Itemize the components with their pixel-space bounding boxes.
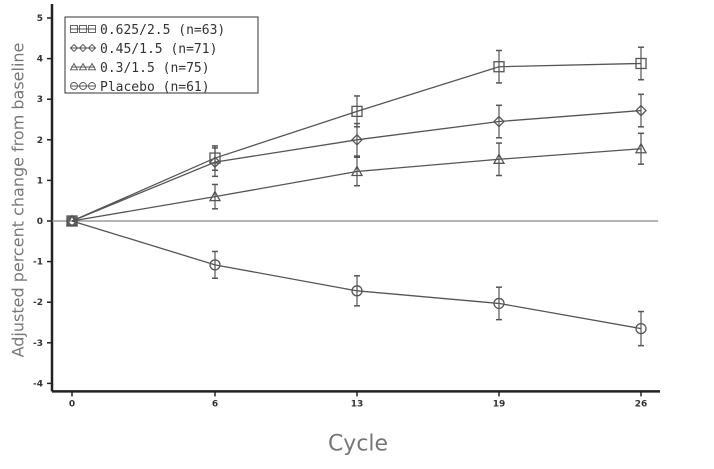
- y-tick-label: 4: [37, 55, 43, 65]
- legend-marker-2: [78, 62, 88, 71]
- x-tick-label: 0: [69, 399, 75, 409]
- y-tick-label: 1: [37, 176, 43, 186]
- data-point-1: [493, 115, 505, 128]
- data-point-1: [635, 104, 647, 117]
- legend-marker-2: [69, 62, 79, 71]
- data-point-0: [635, 57, 647, 70]
- legend-label: Placebo (n=61): [100, 80, 210, 95]
- data-point-2: [208, 190, 222, 202]
- x-axis-label: Cycle: [327, 431, 389, 457]
- y-tick-label: -2: [33, 298, 43, 308]
- series-line-3: [71, 220, 642, 330]
- legend-marker-2: [87, 62, 97, 71]
- y-tick-label: 0: [37, 217, 43, 227]
- y-tick-label: 2: [37, 136, 43, 146]
- data-point-1: [209, 156, 221, 169]
- x-tick-label: 26: [635, 399, 648, 409]
- data-point-2: [492, 152, 506, 164]
- legend-marker-1: [78, 43, 88, 53]
- legend-label: 0.625/2.5 (n=63): [100, 23, 225, 38]
- y-tick-label: -1: [33, 258, 43, 268]
- x-tick-label: 19: [493, 399, 506, 409]
- data-point-1: [351, 133, 363, 146]
- data-point-3: [493, 297, 505, 310]
- legend-marker-3: [88, 82, 96, 90]
- legend-marker-0: [70, 25, 78, 33]
- legend-marker-3: [70, 82, 78, 90]
- data-point-2: [350, 165, 364, 177]
- legend-marker-3: [79, 82, 87, 90]
- legend-marker-1: [69, 43, 79, 53]
- data-point-3: [209, 259, 221, 271]
- y-tick-label: -4: [33, 379, 43, 389]
- y-tick-label: 5: [37, 14, 43, 24]
- y-tick-label: 3: [37, 95, 43, 105]
- data-point-0: [493, 61, 505, 73]
- data-point-2: [65, 214, 79, 226]
- y-tick-label: -3: [33, 339, 43, 349]
- y-axis-label: Adjusted percent change from baseline: [8, 42, 28, 358]
- data-point-3: [66, 215, 78, 227]
- x-tick-label: 13: [351, 399, 364, 409]
- data-point-3: [635, 322, 647, 335]
- legend-label: 0.45/1.5 (n=71): [100, 42, 217, 57]
- data-point-0: [351, 105, 363, 118]
- legend-marker-0: [79, 25, 87, 33]
- data-point-2: [634, 142, 648, 154]
- legend-marker-1: [87, 43, 97, 53]
- data-point-3: [351, 285, 363, 297]
- x-tick-label: 6: [212, 399, 218, 409]
- legend-label: 0.3/1.5 (n=75): [100, 61, 210, 76]
- legend-box: [64, 16, 259, 94]
- legend-marker-0: [88, 25, 96, 33]
